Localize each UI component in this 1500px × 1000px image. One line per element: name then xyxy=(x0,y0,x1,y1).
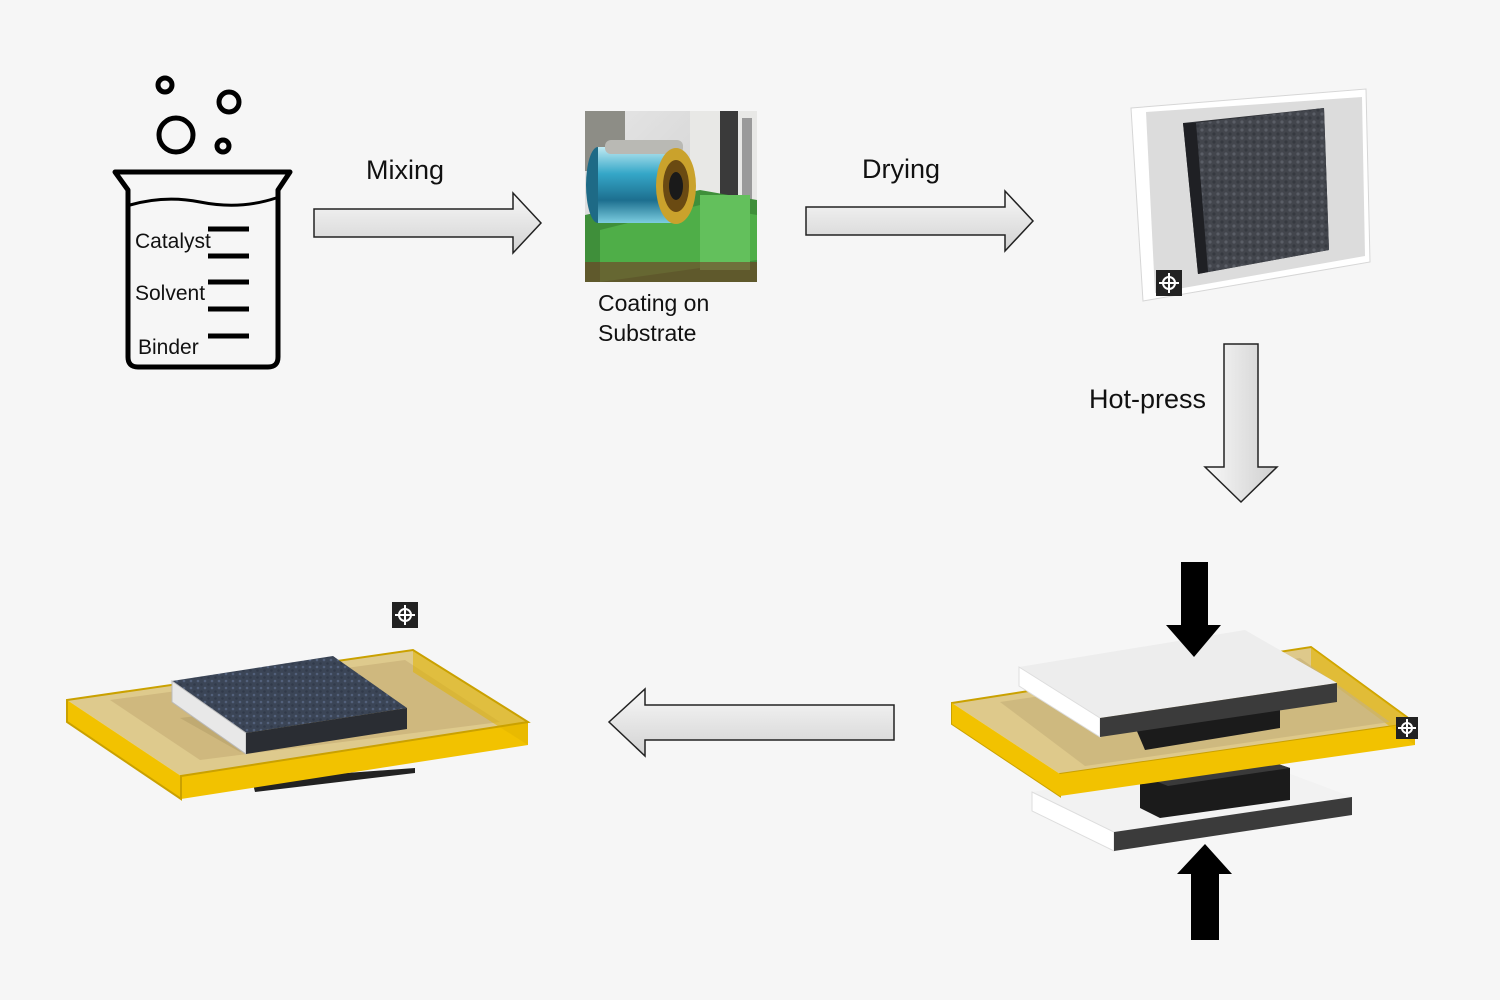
step-label-mixing: Mixing xyxy=(366,155,445,185)
step-label-coating: Coating on Substrate xyxy=(598,288,709,348)
beaker-label-catalyst: Catalyst xyxy=(135,230,211,253)
arrow-hotpress xyxy=(1203,343,1279,504)
final-electrode-illustration xyxy=(66,602,531,801)
beaker-icon xyxy=(112,75,293,370)
beaker-label-solvent: Solvent xyxy=(135,282,206,305)
beaker-label-binder: Binder xyxy=(138,336,199,359)
coating-machine-photo xyxy=(585,111,757,282)
coating-label-line2: Substrate xyxy=(598,320,697,346)
arrow-result xyxy=(607,687,895,758)
arrow-drying xyxy=(805,189,1035,253)
crosshair-icon xyxy=(1156,270,1182,296)
coating-label-line1: Coating on xyxy=(598,290,710,316)
dried-electrode-photo xyxy=(1130,88,1371,302)
step-label-hotpress: Hot-press xyxy=(1089,384,1207,414)
crosshair-icon xyxy=(392,602,418,628)
step-label-drying: Drying xyxy=(862,154,941,184)
arrow-mixing xyxy=(313,191,543,255)
hot-press-illustration xyxy=(951,562,1418,940)
crosshair-icon xyxy=(1396,717,1418,739)
